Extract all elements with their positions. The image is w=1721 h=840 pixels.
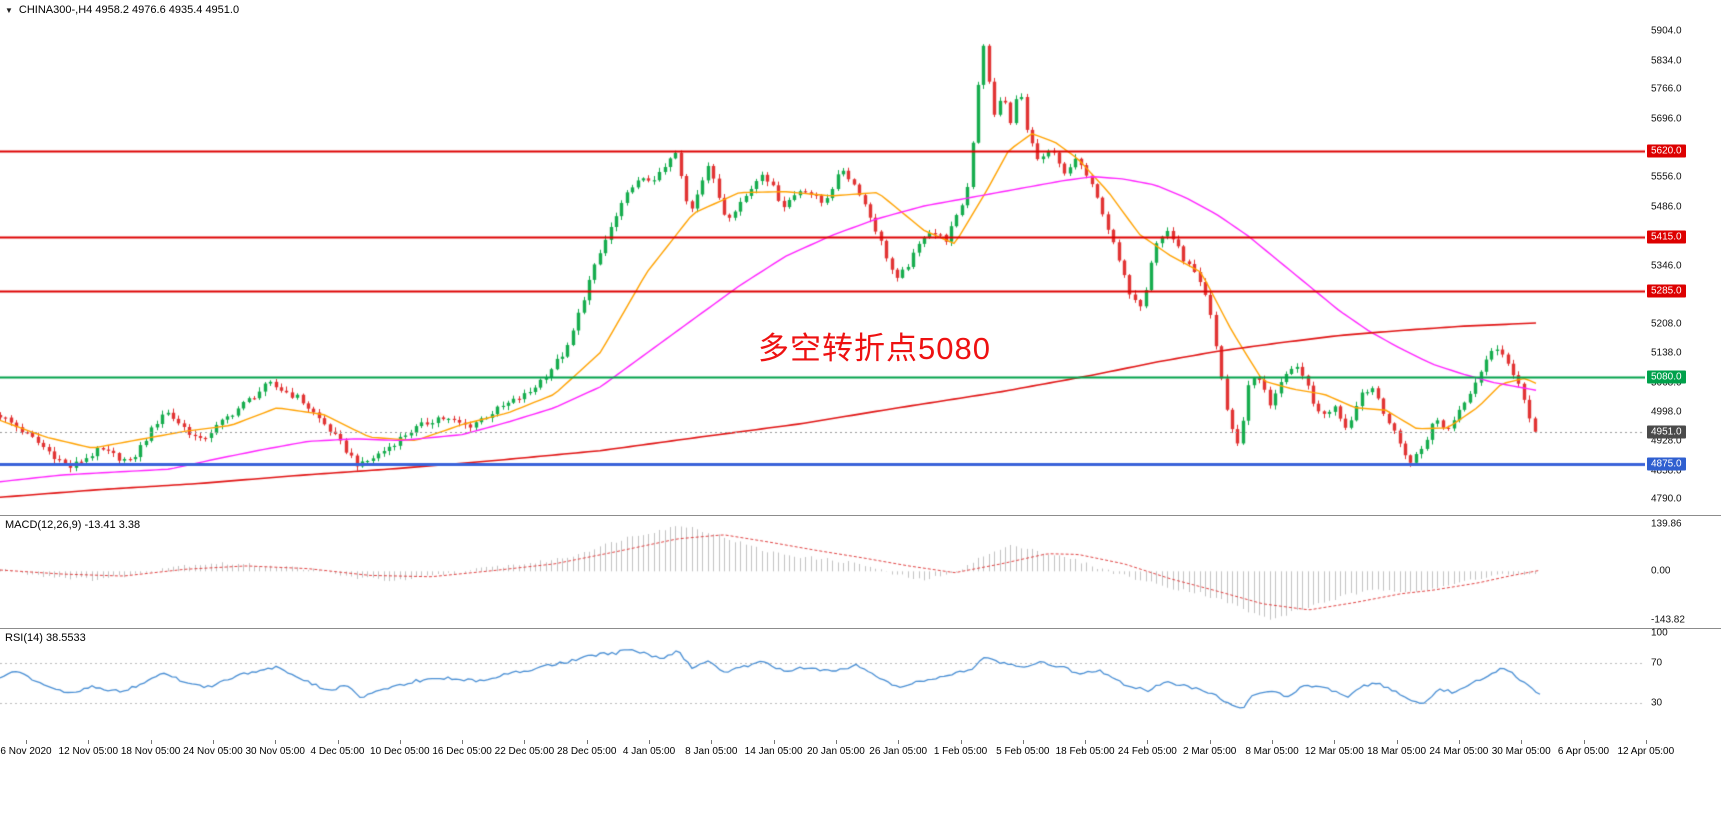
time-label: 18 Feb 05:00 bbox=[1055, 746, 1115, 757]
macd-label: MACD(12,26,9) -13.41 3.38 bbox=[5, 519, 141, 531]
time-tick bbox=[150, 740, 152, 744]
time-label: 12 Nov 05:00 bbox=[58, 746, 119, 757]
time-tick bbox=[275, 740, 277, 744]
rsi-axis: 100 70 30 bbox=[1645, 627, 1721, 740]
trend-annotation-text[interactable]: 多空转折点5080 bbox=[758, 331, 991, 366]
time-label: 4 Dec 05:00 bbox=[310, 746, 365, 757]
time-tick bbox=[835, 740, 837, 744]
macd-panel: MACD(12,26,9) -13.41 3.38 139.86 0.00 -143… bbox=[0, 516, 1721, 628]
macd-indicator-canvas[interactable] bbox=[0, 516, 1645, 628]
price-tick: 5834.0 bbox=[1651, 55, 1682, 67]
time-tick bbox=[524, 740, 526, 744]
price-tick: 5346.0 bbox=[1651, 260, 1682, 272]
price-tick: 5486.0 bbox=[1651, 201, 1682, 213]
time-label: 14 Jan 05:00 bbox=[744, 746, 803, 757]
price-tick: 4858.0 bbox=[1651, 465, 1682, 477]
price-tick: 5138.0 bbox=[1651, 347, 1682, 359]
time-label: 26 Jan 05:00 bbox=[869, 746, 928, 757]
macd-axis: 139.86 0.00 -143.82 bbox=[1645, 516, 1721, 628]
price-tick: 5766.0 bbox=[1651, 83, 1682, 95]
time-label: 18 Nov 05:00 bbox=[120, 746, 181, 757]
time-label: 12 Mar 05:00 bbox=[1304, 746, 1364, 757]
macd-axis-label: 0.00 bbox=[1651, 565, 1671, 577]
time-tick bbox=[1521, 740, 1523, 744]
symbol-ohlc-text: CHINA300-,H4 4958.2 4976.6 4935.4 4951.0 bbox=[18, 4, 240, 16]
time-label: 16 Dec 05:00 bbox=[432, 746, 492, 757]
rsi-axis-label: 30 bbox=[1651, 697, 1663, 709]
rsi-axis-label: 70 bbox=[1651, 657, 1663, 669]
time-tick bbox=[26, 740, 27, 744]
time-label: 1 Feb 05:00 bbox=[933, 746, 988, 757]
rsi-axis-label: 100 bbox=[1651, 627, 1668, 639]
macd-axis-label: -143.82 bbox=[1651, 614, 1685, 626]
time-tick bbox=[1272, 740, 1273, 744]
price-tick: 5904.0 bbox=[1651, 25, 1682, 37]
time-tick bbox=[649, 740, 650, 744]
time-tick bbox=[462, 740, 464, 744]
time-label: 24 Mar 05:00 bbox=[1429, 746, 1489, 757]
time-axis[interactable]: 6 Nov 2020 12 Nov 05:00 18 Nov 05:00 24 Nov… bbox=[0, 740, 1721, 764]
bottom-filler bbox=[0, 764, 1721, 840]
time-tick bbox=[1458, 740, 1460, 744]
chevron-down-icon[interactable]: ▼ bbox=[5, 5, 13, 15]
price-tick: 5208.0 bbox=[1651, 318, 1682, 330]
time-label: 30 Nov 05:00 bbox=[245, 746, 305, 757]
time-label: 8 Mar 05:00 bbox=[1245, 746, 1299, 757]
time-label: 24 Feb 05:00 bbox=[1117, 746, 1177, 757]
price-level-badge: 4951.0 bbox=[1647, 425, 1686, 439]
time-tick bbox=[586, 740, 588, 744]
panel-separator[interactable] bbox=[0, 628, 1721, 629]
time-label: 8 Jan 05:00 bbox=[685, 746, 738, 757]
time-label: 2 Mar 05:00 bbox=[1183, 746, 1237, 757]
price-level-badge: 5620.0 bbox=[1647, 144, 1686, 157]
price-level-badge: 5080.0 bbox=[1647, 370, 1686, 384]
time-label: 4 Jan 05:00 bbox=[622, 746, 676, 757]
price-tick: 5556.0 bbox=[1651, 171, 1682, 183]
time-tick bbox=[711, 740, 713, 744]
price-tick: 4928.0 bbox=[1651, 435, 1682, 447]
time-tick bbox=[212, 740, 214, 744]
time-tick bbox=[898, 740, 900, 744]
rsi-label: RSI(14) 38.5533 bbox=[5, 632, 86, 644]
time-tick bbox=[773, 740, 775, 744]
time-tick bbox=[960, 740, 962, 744]
price-tick: 5696.0 bbox=[1651, 113, 1682, 125]
time-label: 5 Feb 05:00 bbox=[996, 746, 1050, 757]
time-tick bbox=[1583, 740, 1585, 744]
price-level-badge: 4875.0 bbox=[1647, 457, 1686, 471]
time-tick bbox=[337, 740, 339, 744]
time-label: 22 Dec 05:00 bbox=[494, 746, 555, 757]
symbol-info: ▼ CHINA300-,H4 4958.2 4976.6 4935.4 4951… bbox=[5, 4, 239, 16]
panel-separator[interactable] bbox=[0, 515, 1721, 516]
price-tick: 4790.0 bbox=[1651, 493, 1682, 505]
time-tick bbox=[1085, 740, 1087, 744]
time-label: 6 Apr 05:00 bbox=[1557, 746, 1610, 757]
rsi-indicator-canvas[interactable] bbox=[0, 629, 1645, 740]
time-tick bbox=[1645, 740, 1647, 744]
macd-axis-label: 139.86 bbox=[1651, 518, 1682, 530]
rsi-panel: RSI(14) 38.5533 100 70 30 bbox=[0, 627, 1721, 740]
time-label: 12 Apr 05:00 bbox=[1617, 746, 1675, 757]
time-label: 20 Jan 05:00 bbox=[806, 746, 865, 757]
time-tick bbox=[1022, 740, 1024, 744]
time-tick bbox=[399, 740, 401, 744]
price-tick: 4998.0 bbox=[1651, 406, 1682, 418]
time-label: 30 Mar 05:00 bbox=[1491, 746, 1551, 757]
time-label: 24 Nov 05:00 bbox=[183, 746, 243, 757]
main-chart-panel: ▼ CHINA300-,H4 4958.2 4976.6 4935.4 4951… bbox=[0, 0, 1721, 515]
time-tick bbox=[1396, 740, 1398, 744]
time-tick bbox=[1334, 740, 1336, 744]
candlestick-chart-canvas[interactable] bbox=[0, 0, 1645, 515]
time-label: 6 Nov 2020 bbox=[0, 746, 52, 757]
time-tick bbox=[1209, 740, 1211, 744]
time-tick bbox=[88, 740, 90, 744]
time-label: 10 Dec 05:00 bbox=[370, 746, 430, 757]
price-level-badge: 5415.0 bbox=[1647, 230, 1686, 244]
price-axis[interactable]: 5904.0 5834.0 5766.0 5696.0 5556.0 5486.0 5346… bbox=[1645, 0, 1721, 515]
price-level-badge: 5285.0 bbox=[1647, 284, 1686, 298]
time-label: 18 Mar 05:00 bbox=[1367, 746, 1427, 757]
time-tick bbox=[1147, 740, 1149, 744]
time-label: 28 Dec 05:00 bbox=[556, 746, 617, 757]
